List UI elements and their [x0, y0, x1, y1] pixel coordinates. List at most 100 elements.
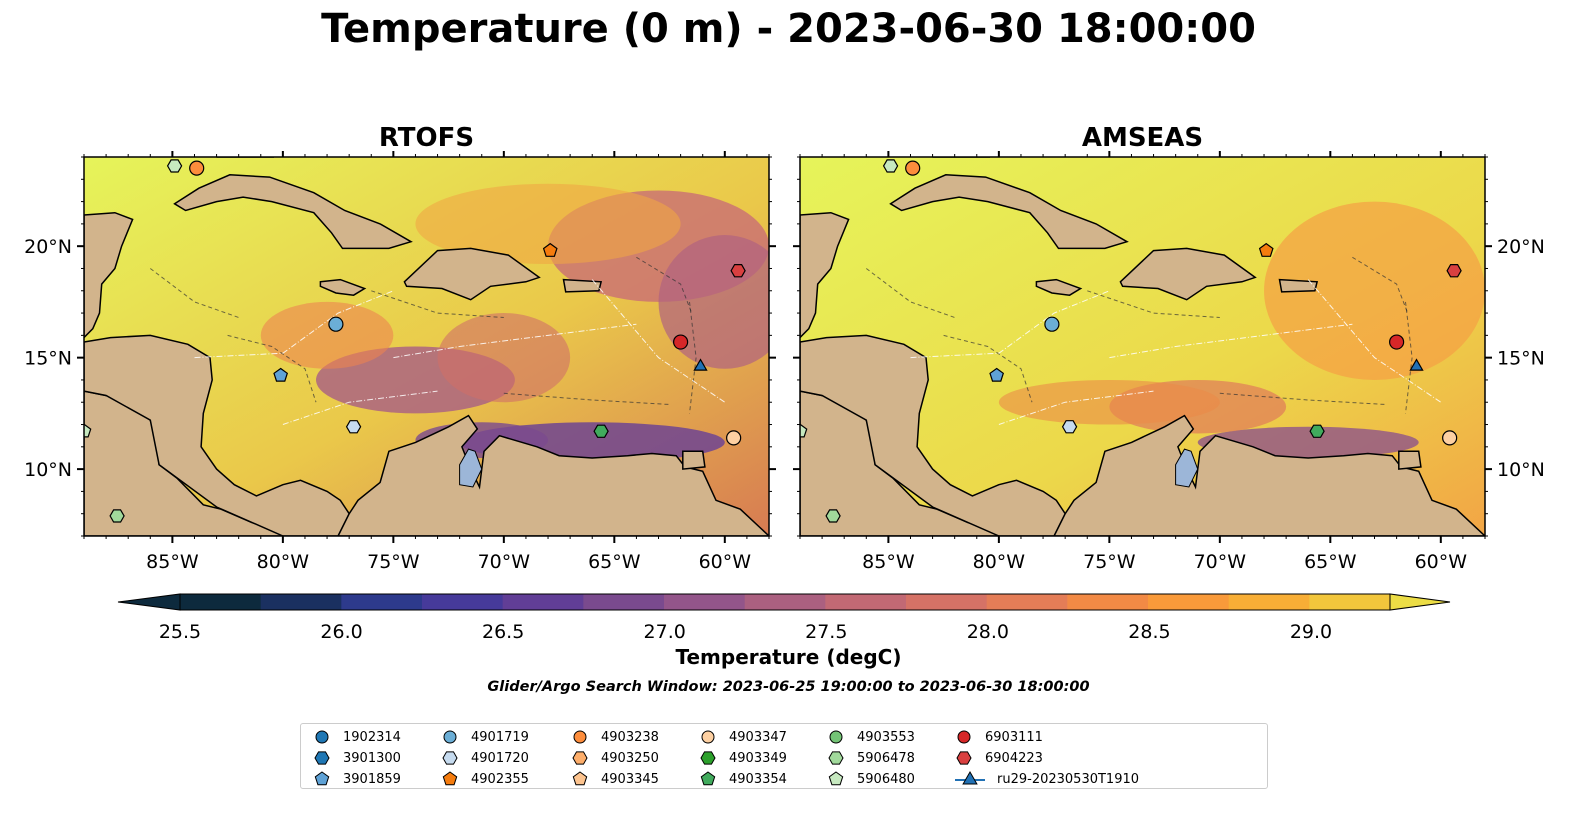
lon-tick-label: 80°W: [973, 551, 1026, 573]
lon-tick-label: 70°W: [478, 551, 531, 573]
colorbar-tick-label: 29.0: [1290, 621, 1332, 640]
colorbar-segment: [1228, 594, 1310, 610]
float-marker: [825, 509, 841, 523]
land-trinidad: [682, 450, 706, 470]
legend-marker-icon: [315, 730, 329, 744]
colorbar-min-extend: [117, 593, 181, 611]
legend-marker-icon: [829, 730, 843, 744]
legend-marker-icon: [442, 771, 458, 786]
lat-tick-label: 10°N: [1497, 459, 1545, 481]
legend-item-label: 4903345: [601, 771, 659, 787]
legend-marker-icon: [956, 751, 972, 765]
colorbar-tick-label: 27.0: [644, 621, 686, 640]
lon-tick-label: 80°W: [257, 551, 310, 573]
land-yucatan: [800, 211, 850, 339]
legend-item-label: 5906478: [857, 750, 915, 766]
legend-item: 4903238: [571, 727, 659, 747]
colorbar-segment: [422, 594, 504, 610]
lon-tick-label: 75°W: [367, 551, 420, 573]
colorbar-segment: [906, 594, 988, 610]
colorbar-tick-label: 28.0: [967, 621, 1009, 640]
legend-item-label: 4901720: [471, 750, 529, 766]
float-marker: [273, 367, 289, 382]
colorbar-tick-label: 26.0: [320, 621, 362, 640]
lon-tick-label: 85°W: [862, 551, 915, 573]
legend-marker-icon: [572, 751, 588, 765]
legend-item: 4903553: [827, 727, 915, 747]
panel-frame: [799, 156, 1486, 537]
float-marker: [109, 509, 125, 523]
colorbar-tick-label: 26.5: [482, 621, 524, 640]
land-trinidad: [1398, 450, 1422, 470]
legend-marker-icon: [443, 730, 457, 744]
lat-tick-label: 15°N: [1497, 348, 1545, 370]
colorbar-segment: [744, 594, 826, 610]
lake-maracaibo: [1175, 448, 1199, 488]
land-jamaica: [319, 278, 367, 296]
map-figure: RTOFS 85°W 80°W 75°W 70°W 65°W 60°W 20°N 15°N 10°…: [24, 123, 1545, 640]
lake-maracaibo: [459, 448, 483, 488]
float-marker: [1044, 316, 1060, 332]
lon-tick-label: 65°W: [588, 551, 641, 573]
legend-item-label: 4903250: [601, 750, 659, 766]
lon-tick-label: 60°W: [1415, 551, 1468, 573]
legend-item: 3901300: [313, 748, 401, 768]
float-marker: [1389, 334, 1405, 350]
lon-tick-label: 75°W: [1083, 551, 1136, 573]
colorbar-segment: [825, 594, 907, 610]
panel-frame: [83, 156, 770, 537]
lon-tick-label: 60°W: [699, 551, 752, 573]
colorbar-segment: [1148, 594, 1230, 610]
legend-item-label: 1902314: [343, 729, 401, 745]
colorbar-segment: [260, 594, 342, 610]
float-marker: [1061, 420, 1078, 434]
colorbar-max-extend: [1389, 593, 1451, 611]
legend: 1902314 3901300 3901859 4901719 4901720 49023…: [300, 723, 1268, 789]
legend-item-label: 4903354: [729, 771, 787, 787]
legend-marker-icon: [573, 730, 587, 744]
legend-marker-icon: [955, 770, 985, 785]
float-marker: [905, 160, 921, 176]
colorbar-segment: [341, 594, 423, 610]
legend-marker-icon: [828, 771, 844, 786]
legend-marker-icon: [700, 771, 716, 786]
land-puertorico: [562, 278, 603, 293]
land-southAmerica: [337, 414, 769, 536]
lon-tick-label: 85°W: [146, 551, 199, 573]
float-marker: [693, 358, 708, 371]
float-marker: [1258, 242, 1274, 257]
float-marker: [328, 316, 344, 332]
lat-tick-label: 15°N: [24, 348, 72, 370]
legend-marker-icon: [572, 771, 588, 786]
colorbar: 25.5 26.0 26.5 27.0 27.5 28.0 28.5 29.0: [117, 593, 1451, 640]
search-window-text: Glider/Argo Search Window: 2023-06-25 19…: [487, 679, 1090, 695]
legend-item: ru29-20230530T1910: [955, 769, 1139, 789]
legend-marker-icon: [442, 751, 458, 765]
colorbar-segment: [664, 594, 746, 610]
legend-item-label: 3901859: [343, 771, 401, 787]
legend-item-label: 6904223: [985, 750, 1043, 766]
legend-item-label: 4901719: [471, 729, 529, 745]
lon-tick-label: 70°W: [1194, 551, 1247, 573]
colorbar-tick-label: 27.5: [805, 621, 847, 640]
panel-title: RTOFS: [379, 123, 474, 153]
legend-item: 3901859: [313, 769, 401, 789]
land-hispaniola: [1119, 247, 1257, 301]
land-yucatan: [84, 211, 134, 339]
legend-item-label: 4903553: [857, 729, 915, 745]
legend-item: 4903345: [571, 769, 659, 789]
lat-tick-label: 20°N: [24, 236, 72, 258]
legend-marker-icon: [314, 771, 330, 786]
legend-item-label: 4903347: [729, 729, 787, 745]
colorbar-label: Temperature (degC): [675, 645, 902, 669]
land-honduras: [84, 334, 351, 536]
colorbar-segment: [1309, 594, 1391, 610]
land-hispaniola: [403, 247, 541, 301]
legend-item: 6904223: [955, 748, 1043, 768]
legend-item-label: 4903238: [601, 729, 659, 745]
float-marker: [882, 159, 899, 173]
legend-marker-icon: [700, 751, 716, 765]
land-florida: [932, 157, 990, 158]
figure-title: Temperature (0 m) - 2023-06-30 18:00:00: [321, 6, 1256, 52]
legend-item-label: 4902355: [471, 771, 529, 787]
